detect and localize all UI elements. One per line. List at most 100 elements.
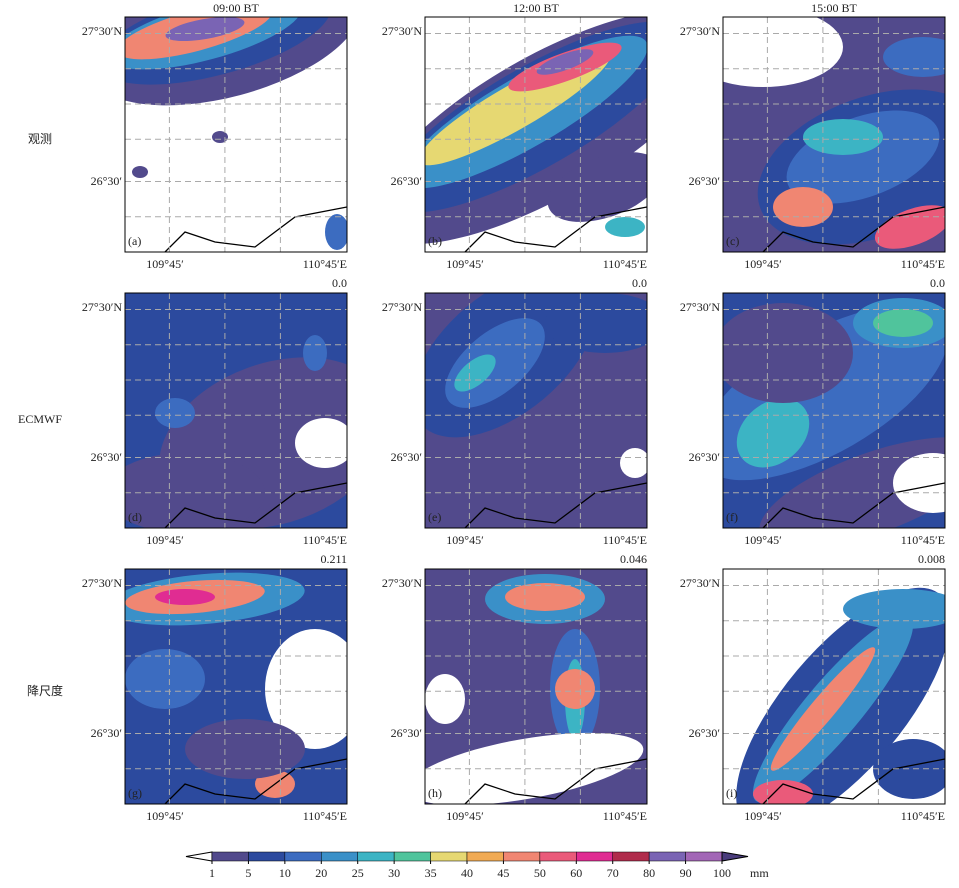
colorbar-segment (393, 851, 431, 862)
boundary (762, 482, 945, 528)
colorbar-segment (466, 851, 504, 862)
colorbar-segment (539, 851, 577, 862)
panel-score: 0.0 (930, 276, 945, 290)
lon-label: 109°45′ (146, 257, 184, 271)
panel-label: (b) (428, 234, 442, 248)
colorbar-tick-label: 1 (209, 866, 215, 880)
colorbar-tick-label: 50 (534, 866, 546, 880)
rain-area (185, 719, 305, 779)
boundary (762, 758, 945, 804)
lon-label: 109°45′ (446, 809, 484, 823)
panel-frame (424, 292, 648, 529)
lat-label: 27°30′N (382, 24, 422, 38)
lat-label: 27°30′N (680, 576, 720, 590)
colorbar-tick-label: 20 (315, 866, 327, 880)
lon-label: 110°45′E (901, 257, 945, 271)
boundary (164, 482, 347, 528)
rain-area (212, 131, 228, 143)
colorbar-tick-label: 25 (352, 866, 364, 880)
colorbar-tick-label: 80 (643, 866, 655, 880)
map-panel (425, 17, 647, 252)
rain-area (620, 448, 647, 478)
rain-area (723, 17, 843, 87)
rain-area (132, 166, 148, 178)
panel-score: 0.211 (320, 552, 347, 566)
boundary (464, 758, 647, 804)
rain-area (155, 589, 215, 605)
lat-label: 27°30′N (82, 576, 122, 590)
map-panel (125, 17, 347, 252)
row-label: 降尺度 (27, 683, 63, 698)
map-panel (125, 293, 347, 528)
boundary (164, 206, 347, 252)
colorbar-segment (321, 851, 358, 862)
colorbar-segment (503, 851, 541, 862)
row-label: ECMWF (18, 412, 62, 426)
rain-area (736, 398, 810, 468)
rain-area (874, 205, 945, 249)
colorbar-unit: mm (750, 866, 769, 880)
panel-label: (i) (726, 786, 737, 800)
panel-label: (g) (128, 786, 142, 800)
colorbar-tick-label: 5 (245, 866, 251, 880)
lon-label: 109°45′ (744, 533, 782, 547)
colorbar-segment (211, 851, 249, 862)
panel-label: (h) (428, 786, 442, 800)
colorbar-segment (576, 851, 613, 862)
rain-area (155, 398, 195, 428)
rain-area (425, 674, 465, 724)
column-title: 09:00 BT (213, 1, 259, 15)
panel-score: 0.008 (918, 552, 945, 566)
map-panel (125, 569, 347, 804)
column-title: 15:00 BT (811, 1, 857, 15)
rain-area (773, 187, 833, 227)
rain-area (555, 669, 595, 709)
lat-label: 26°30′ (391, 726, 423, 740)
rain-area (873, 309, 933, 337)
lon-label: 110°45′E (303, 257, 347, 271)
lat-label: 26°30′ (689, 174, 721, 188)
rain-area (753, 780, 813, 804)
lat-label: 26°30′ (689, 726, 721, 740)
lon-label: 110°45′E (603, 809, 647, 823)
lat-label: 26°30′ (689, 450, 721, 464)
lon-label: 110°45′E (603, 533, 647, 547)
colorbar-tick-label: 100 (713, 866, 731, 880)
rain-area (303, 335, 327, 371)
colorbar-segment (430, 851, 468, 862)
map-panel (425, 569, 647, 804)
lon-label: 110°45′E (901, 533, 945, 547)
panel-frame (124, 16, 348, 253)
rain-area (125, 453, 265, 528)
colorbar-segment (248, 851, 286, 862)
lat-label: 26°30′ (91, 450, 123, 464)
rain-area (295, 418, 347, 468)
rain-area (505, 583, 585, 611)
lon-label: 109°45′ (744, 809, 782, 823)
rain-area (125, 649, 205, 709)
boundary (164, 758, 347, 804)
rain-area (454, 354, 496, 392)
rain-area (893, 453, 945, 513)
lon-label: 110°45′E (303, 809, 347, 823)
colorbar-segment (685, 851, 723, 862)
lon-label: 109°45′ (446, 533, 484, 547)
map-panel (723, 17, 945, 252)
colorbar-tick-label: 35 (425, 866, 437, 880)
lat-label: 26°30′ (91, 726, 123, 740)
colorbar-segment (357, 851, 395, 862)
lon-label: 110°45′E (603, 257, 647, 271)
panel-label: (d) (128, 510, 142, 524)
lon-label: 109°45′ (146, 809, 184, 823)
lat-label: 27°30′N (680, 24, 720, 38)
colorbar-tick-label: 40 (461, 866, 473, 880)
boundary (464, 206, 647, 252)
rain-area (803, 119, 883, 155)
colorbar-tick-label: 70 (607, 866, 619, 880)
panel-frame (722, 568, 946, 805)
rain-area (547, 152, 647, 222)
boundary (762, 206, 945, 252)
panel-label: (c) (726, 234, 739, 248)
panel-frame (722, 292, 946, 529)
